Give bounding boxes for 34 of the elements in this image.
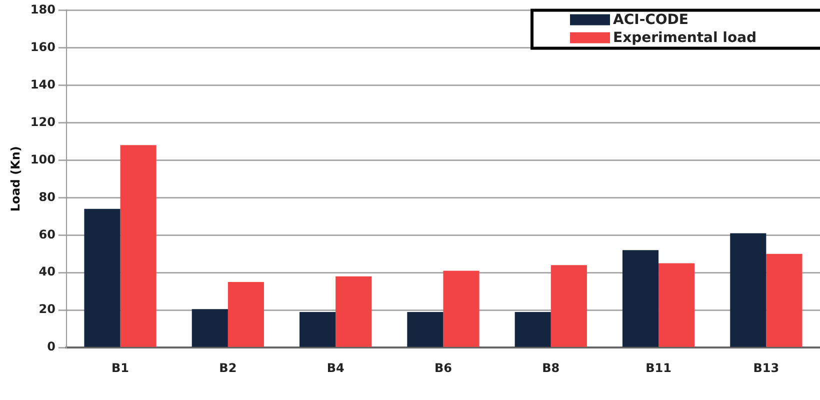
bar (730, 233, 766, 347)
y-tick-label: 80 (38, 190, 56, 204)
y-tick-label: 20 (38, 302, 56, 316)
bar (443, 270, 480, 347)
bar (658, 263, 695, 347)
bar (300, 312, 336, 347)
x-tick-label: B8 (542, 360, 560, 375)
bar (766, 254, 802, 347)
bar (336, 276, 372, 347)
y-tick-label: 40 (38, 264, 56, 279)
legend-label: ACI-CODE (613, 12, 688, 28)
x-tick-label: B1 (112, 360, 130, 375)
y-tick-label: 100 (30, 152, 56, 166)
y-tick-label: 60 (38, 227, 56, 242)
x-tick-label: B11 (646, 360, 672, 375)
x-tick-label: B4 (326, 360, 344, 375)
y-tick-label: 160 (30, 40, 56, 54)
legend-label: Experimental load (613, 30, 757, 46)
y-axis-title: Load (Kn) (8, 146, 22, 212)
x-tick-label: B13 (753, 360, 780, 375)
bar (120, 145, 156, 347)
y-tick-label: 0 (47, 340, 56, 354)
bar (550, 265, 587, 347)
y-tick-label: 120 (30, 114, 56, 129)
x-tick-label: B6 (434, 360, 452, 375)
y-tick-label: 180 (30, 2, 56, 16)
y-tick-label: 140 (30, 77, 56, 92)
x-tick-label: B2 (219, 360, 237, 375)
bar (84, 208, 120, 347)
bar (622, 250, 659, 347)
bar (514, 312, 551, 347)
bar (228, 282, 264, 347)
bar (192, 309, 228, 347)
bar (407, 312, 444, 347)
